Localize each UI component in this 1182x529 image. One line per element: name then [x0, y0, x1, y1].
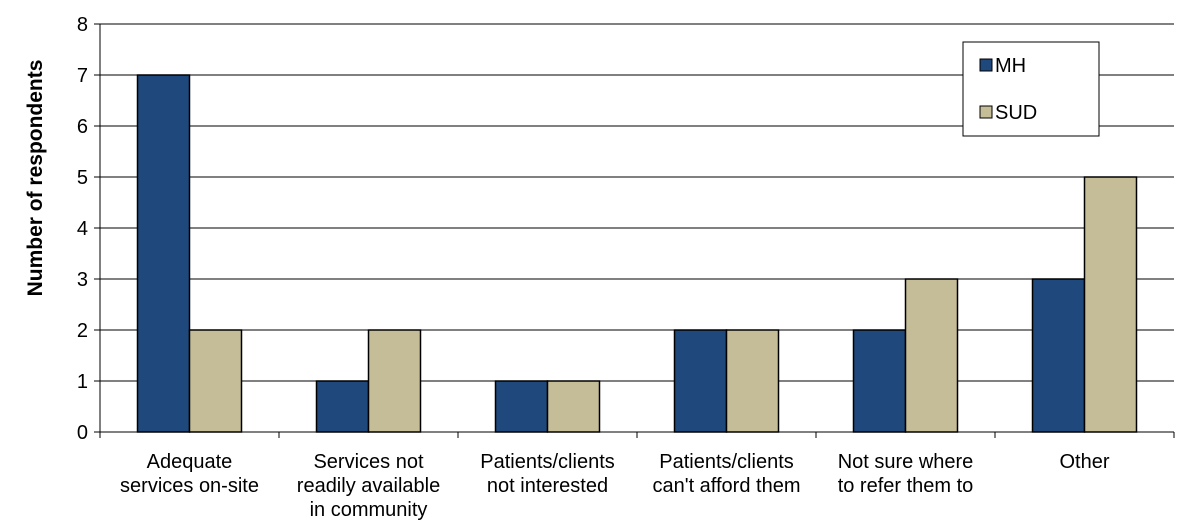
legend: MH SUD	[962, 41, 1100, 137]
legend-label-mh: MH	[995, 55, 1026, 77]
x-category-label: Patients/clients	[480, 451, 615, 473]
bar-sud	[188, 329, 243, 433]
x-category-label: can't afford them	[653, 475, 801, 497]
bar-sud	[904, 278, 959, 433]
x-category-label: to refer them to	[838, 475, 974, 497]
bar-mh	[315, 380, 370, 433]
x-category-label: in community	[310, 499, 428, 521]
bar-mh	[852, 329, 907, 433]
bar-sud	[1083, 176, 1138, 433]
bar-mh	[673, 329, 728, 433]
gridlines	[100, 23, 1174, 382]
y-tick-label: 3	[77, 269, 88, 291]
y-tick-label: 8	[77, 14, 88, 36]
x-category-label: Not sure where	[838, 451, 974, 473]
y-tick-label: 6	[77, 116, 88, 138]
bars	[136, 74, 1138, 433]
x-category-label: readily available	[297, 475, 440, 497]
y-axis-title: Number of respondents	[24, 60, 47, 297]
x-category-label: services on-site	[120, 475, 259, 497]
legend-swatch-sud	[979, 105, 993, 119]
axes	[94, 23, 1175, 438]
x-category-label: Other	[1059, 451, 1109, 473]
bar-mh	[1031, 278, 1086, 433]
bar-sud	[546, 380, 601, 433]
y-tick-label: 0	[77, 422, 88, 444]
bar-sud	[367, 329, 422, 433]
x-category-label: not interested	[487, 475, 608, 497]
bar-mh	[136, 74, 191, 433]
x-category-label: Adequate	[147, 451, 233, 473]
bar-sud	[725, 329, 780, 433]
legend-label-sud: SUD	[995, 102, 1037, 124]
y-tick-label: 5	[77, 167, 88, 189]
y-tick-label: 7	[77, 65, 88, 87]
legend-box	[962, 41, 1100, 137]
bar-mh	[494, 380, 549, 433]
legend-swatch-mh	[979, 58, 993, 72]
y-tick-label: 2	[77, 320, 88, 342]
y-tick-label: 1	[77, 371, 88, 393]
x-category-label: Services not	[313, 451, 423, 473]
x-category-label: Patients/clients	[659, 451, 794, 473]
y-tick-label: 4	[77, 218, 88, 240]
